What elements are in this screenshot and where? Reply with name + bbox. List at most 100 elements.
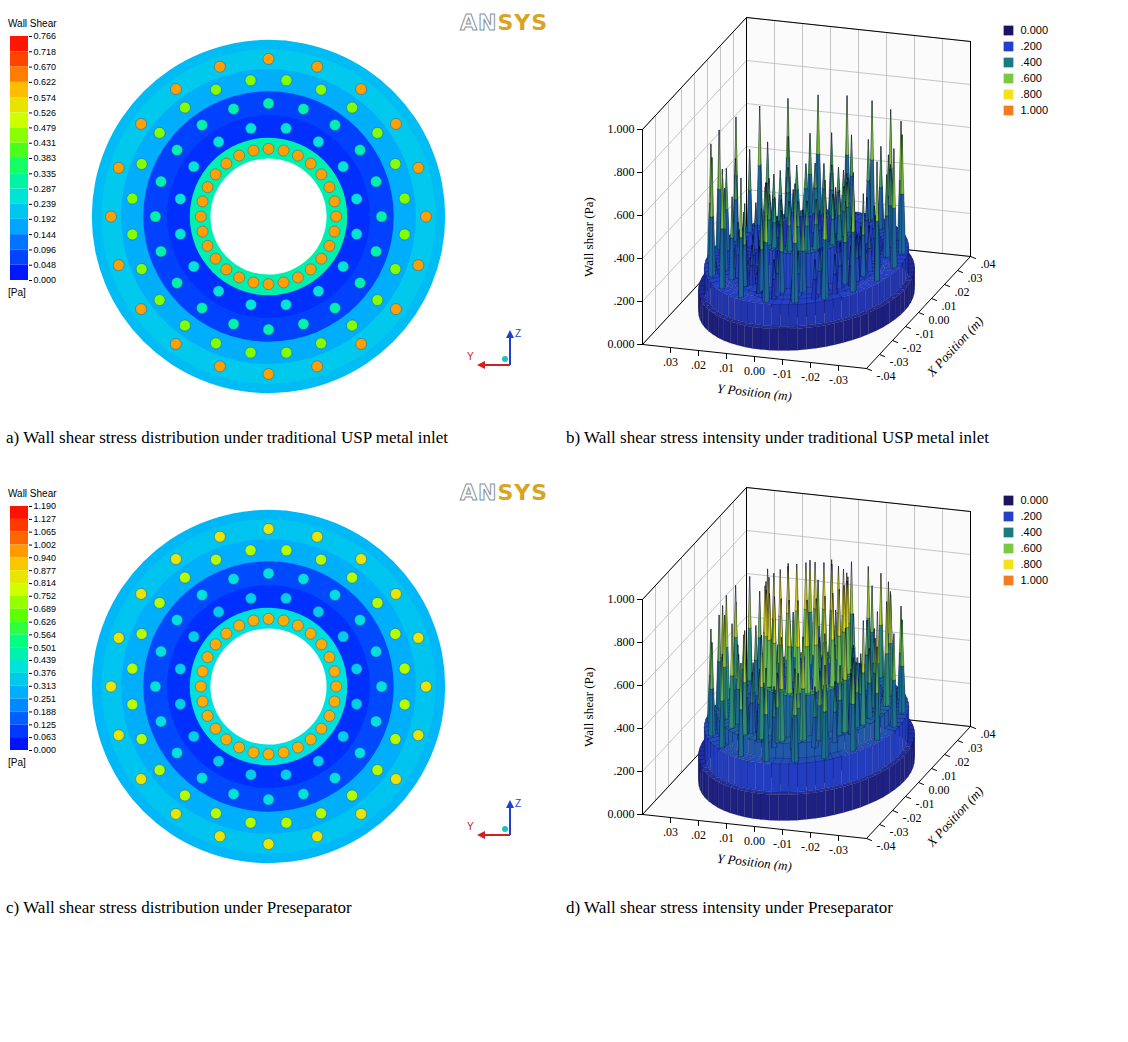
svg-text:.01: .01 [719,831,734,845]
svg-text:0.00: 0.00 [744,364,765,378]
svg-text:0.000: 0.000 [34,275,57,285]
svg-text:.200: .200 [614,764,635,778]
svg-text:Y: Y [467,821,474,832]
svg-text:0.144: 0.144 [34,230,57,240]
svg-text:Z: Z [515,328,521,339]
svg-text:.600: .600 [1021,72,1042,84]
svg-text:.01: .01 [942,299,957,313]
svg-text:0.718: 0.718 [34,47,57,57]
svg-text:-.04: -.04 [877,839,896,853]
svg-text:0.439: 0.439 [34,655,57,665]
svg-text:0.383: 0.383 [34,153,57,163]
svg-text:0.192: 0.192 [34,214,57,224]
svg-text:.200: .200 [1021,510,1042,522]
svg-text:0.048: 0.048 [34,260,57,270]
svg-text:.04: .04 [981,727,996,741]
svg-text:Z: Z [515,798,521,809]
svg-text:.03: .03 [968,271,983,285]
svg-text:0.335: 0.335 [34,169,57,179]
svg-text:.01: .01 [719,361,734,375]
svg-text:-.03: -.03 [829,373,848,387]
svg-text:1.000: 1.000 [608,592,635,606]
svg-text:.03: .03 [663,825,678,839]
svg-text:-.03: -.03 [890,825,909,839]
svg-text:0.376: 0.376 [34,668,57,678]
svg-text:0.00: 0.00 [929,313,950,327]
svg-text:0.000: 0.000 [608,807,635,821]
svg-text:1.190: 1.190 [34,501,57,511]
svg-text:-.02: -.02 [801,840,820,854]
svg-text:0.063: 0.063 [34,732,57,742]
svg-text:-.02: -.02 [903,811,922,825]
svg-text:-.01: -.01 [916,327,935,341]
svg-text:0.622: 0.622 [34,77,57,87]
svg-text:.800: .800 [614,165,635,179]
svg-text:.800: .800 [614,635,635,649]
svg-text:1.065: 1.065 [34,527,57,537]
svg-text:0.431: 0.431 [34,138,57,148]
svg-text:.800: .800 [1021,558,1042,570]
svg-text:Y Position (m): Y Position (m) [716,381,792,404]
svg-text:0.626: 0.626 [34,617,57,627]
svg-text:.400: .400 [1021,526,1042,538]
svg-text:0.00: 0.00 [744,834,765,848]
svg-text:-.02: -.02 [801,370,820,384]
svg-text:0.670: 0.670 [34,62,57,72]
svg-text:.03: .03 [663,355,678,369]
svg-text:.04: .04 [981,257,996,271]
svg-text:1.000: 1.000 [1021,104,1049,116]
svg-text:.600: .600 [1021,542,1042,554]
svg-text:-.01: -.01 [773,367,792,381]
svg-text:0.814: 0.814 [34,578,57,588]
svg-text:-.03: -.03 [829,843,848,857]
svg-text:X Position (m): X Position (m) [923,313,986,380]
svg-text:-.04: -.04 [877,369,896,383]
svg-text:0.501: 0.501 [34,643,57,653]
svg-text:Wall shear (Pa): Wall shear (Pa) [581,197,596,277]
svg-text:.600: .600 [614,678,635,692]
svg-text:.800: .800 [1021,88,1042,100]
svg-text:0.000: 0.000 [608,337,635,351]
svg-text:-.01: -.01 [773,837,792,851]
svg-text:.200: .200 [1021,40,1042,52]
svg-text:.02: .02 [955,755,970,769]
svg-text:.400: .400 [614,721,635,735]
svg-text:0.000: 0.000 [1021,24,1049,36]
svg-text:.02: .02 [955,285,970,299]
svg-text:-.03: -.03 [890,355,909,369]
svg-text:X Position (m): X Position (m) [923,783,986,850]
svg-text:.02: .02 [691,828,706,842]
svg-text:Wall shear (Pa): Wall shear (Pa) [581,667,596,747]
svg-text:0.287: 0.287 [34,184,57,194]
svg-text:0.479: 0.479 [34,123,57,133]
svg-text:-.01: -.01 [916,797,935,811]
svg-text:0.00: 0.00 [929,783,950,797]
svg-text:0.000: 0.000 [34,745,57,755]
svg-text:.400: .400 [614,251,635,265]
svg-text:0.689: 0.689 [34,604,57,614]
svg-text:0.574: 0.574 [34,93,57,103]
svg-text:.200: .200 [614,294,635,308]
svg-text:0.766: 0.766 [34,31,57,41]
svg-text:-.02: -.02 [903,341,922,355]
svg-text:0.251: 0.251 [34,694,57,704]
svg-text:0.313: 0.313 [34,681,57,691]
svg-text:0.564: 0.564 [34,630,57,640]
svg-text:.02: .02 [691,358,706,372]
svg-text:.600: .600 [614,208,635,222]
svg-text:1.000: 1.000 [608,122,635,136]
svg-text:1.002: 1.002 [34,540,57,550]
svg-text:0.096: 0.096 [34,245,57,255]
svg-text:Y Position (m): Y Position (m) [716,851,792,874]
svg-text:.01: .01 [942,769,957,783]
svg-text:0.000: 0.000 [1021,494,1049,506]
svg-text:0.125: 0.125 [34,720,57,730]
svg-text:0.877: 0.877 [34,566,57,576]
svg-text:0.239: 0.239 [34,199,57,209]
svg-text:Y: Y [467,351,474,362]
svg-text:0.526: 0.526 [34,108,57,118]
svg-text:.03: .03 [968,741,983,755]
svg-text:0.188: 0.188 [34,707,57,717]
svg-text:1.127: 1.127 [34,514,57,524]
svg-text:1.000: 1.000 [1021,574,1049,586]
